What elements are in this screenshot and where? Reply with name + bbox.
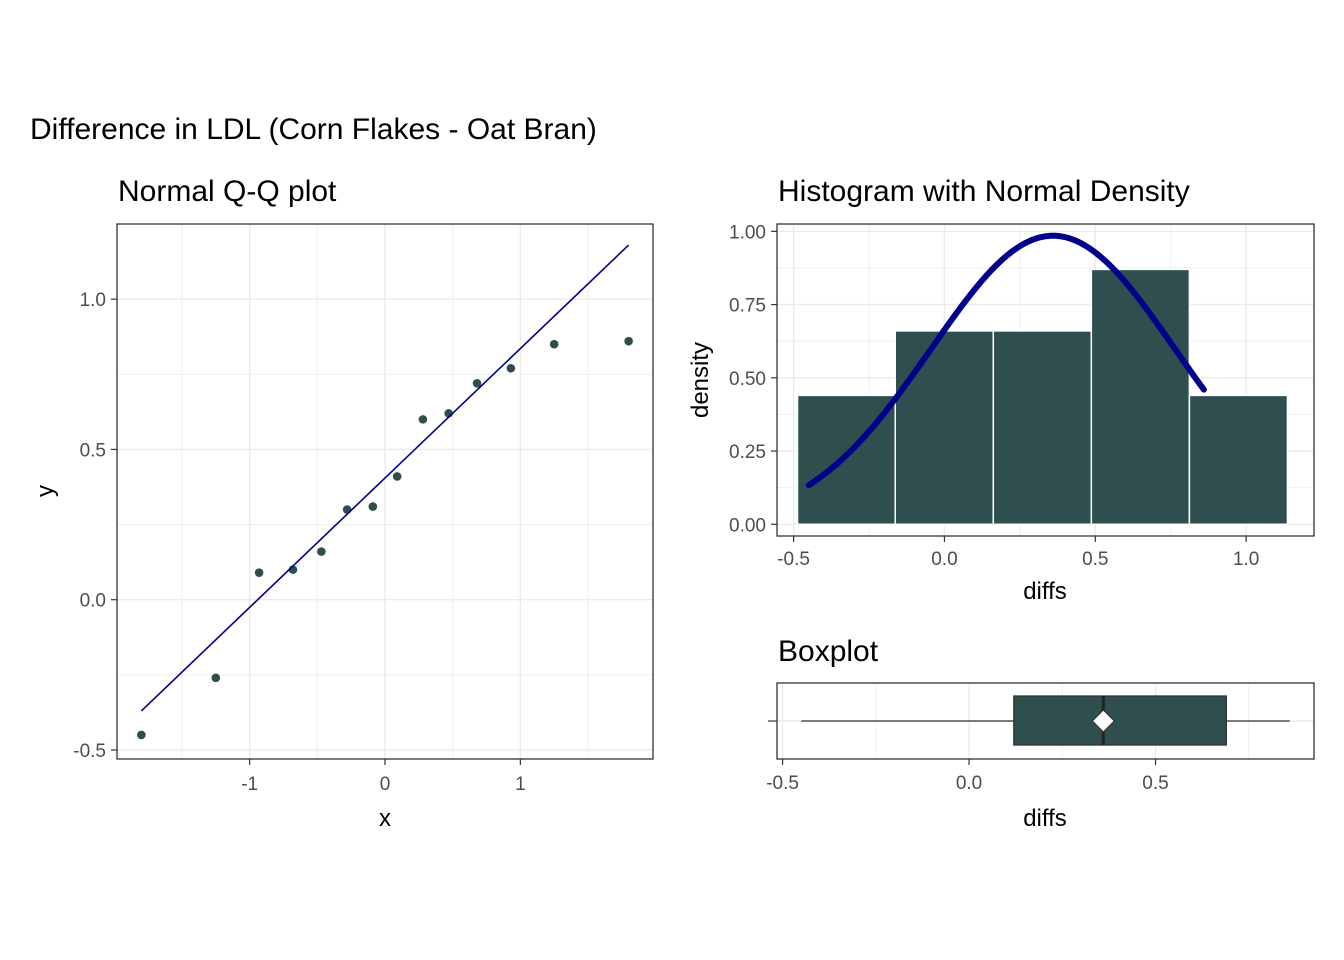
histogram-y-tick-label: 0.25 <box>729 442 766 463</box>
qq-point <box>392 472 402 481</box>
histogram-y-label: density <box>687 342 714 418</box>
normal-density-curve <box>805 232 1207 489</box>
histogram-bar <box>1188 394 1289 526</box>
qq-point <box>254 568 264 577</box>
boxplot-x-label: diffs <box>1023 805 1067 832</box>
histogram-bar <box>894 330 995 526</box>
histogram-y-tick-label: 1.00 <box>729 222 766 243</box>
qq-plot-x-label: x <box>379 805 391 832</box>
histogram-y-tick-label: 0.50 <box>729 369 766 390</box>
qq-y-tick-label: -0.5 <box>73 741 106 762</box>
histogram-y-tick-label: 0.00 <box>729 515 766 536</box>
qq-x-tick-label: 0 <box>380 774 391 795</box>
histogram-x-tick-label: -0.5 <box>777 549 810 570</box>
qq-y-tick-label: 1.0 <box>80 290 106 311</box>
qq-point <box>472 378 482 388</box>
histogram-bars <box>796 268 1289 526</box>
qq-point <box>342 505 352 514</box>
qq-x-tick-label: -1 <box>241 774 258 795</box>
boxplot-box <box>1013 695 1228 746</box>
histogram-bar <box>1090 268 1191 526</box>
qq-point <box>211 673 221 683</box>
qq-point <box>418 415 428 424</box>
qq-plot-y-ticks: -0.5 0.0 0.5 1.0 <box>73 290 117 762</box>
boxplot-x-tick-label: 0.5 <box>1142 773 1168 794</box>
histogram-x-tick-label: 1.0 <box>1233 549 1259 570</box>
qq-plot-title: Normal Q-Q plot <box>118 175 337 208</box>
qq-reference-line <box>140 244 630 712</box>
histogram-x-tick-label: 0.0 <box>931 549 957 570</box>
qq-x-tick-label: 1 <box>515 774 526 795</box>
qq-point <box>624 336 633 346</box>
histogram-x-tick-label: 0.5 <box>1082 549 1108 570</box>
qq-plot-points <box>137 336 633 740</box>
qq-plot-x-ticks: -1 0 1 <box>241 759 526 795</box>
qq-plot-grid <box>117 224 653 759</box>
boxplot-mean-marker <box>1091 709 1116 733</box>
qq-point <box>368 502 378 511</box>
boxplot-x-tick-label: -0.5 <box>766 773 799 794</box>
qq-plot-y-label: y <box>32 485 59 497</box>
qq-plot: Normal Q-Q plot -1 0 1 -0.5 0.0 0.5 1.0 x y <box>32 175 654 832</box>
qq-point <box>549 339 559 349</box>
histogram-x-ticks: -0.5 0.0 0.5 1.0 <box>777 536 1259 570</box>
boxplot-x-ticks: -0.5 0.0 0.5 <box>766 759 1169 794</box>
histogram-bar <box>992 330 1093 526</box>
qq-y-tick-label: 0.0 <box>80 591 106 612</box>
histogram-x-label: diffs <box>1023 578 1067 605</box>
boxplot-marks <box>801 695 1290 746</box>
histogram-y-tick-label: 0.75 <box>729 296 766 317</box>
qq-point <box>317 547 326 556</box>
qq-y-tick-label: 0.5 <box>80 440 106 461</box>
boxplot-title: Boxplot <box>778 635 879 668</box>
boxplot-x-tick-label: 0.0 <box>956 773 982 794</box>
figure-title: Difference in LDL (Corn Flakes - Oat Bra… <box>30 113 597 146</box>
histogram-y-ticks: 0.00 0.25 0.50 0.75 1.00 <box>729 222 777 536</box>
boxplot: Boxplot -0.5 0.0 0.5 diffs <box>766 635 1315 832</box>
histogram-border <box>776 223 1315 537</box>
histogram-title: Histogram with Normal Density <box>778 175 1190 208</box>
qq-point <box>137 730 146 740</box>
histogram: Histogram with Normal Density -0.5 0.0 0.5… <box>687 175 1315 605</box>
qq-point <box>506 363 516 373</box>
